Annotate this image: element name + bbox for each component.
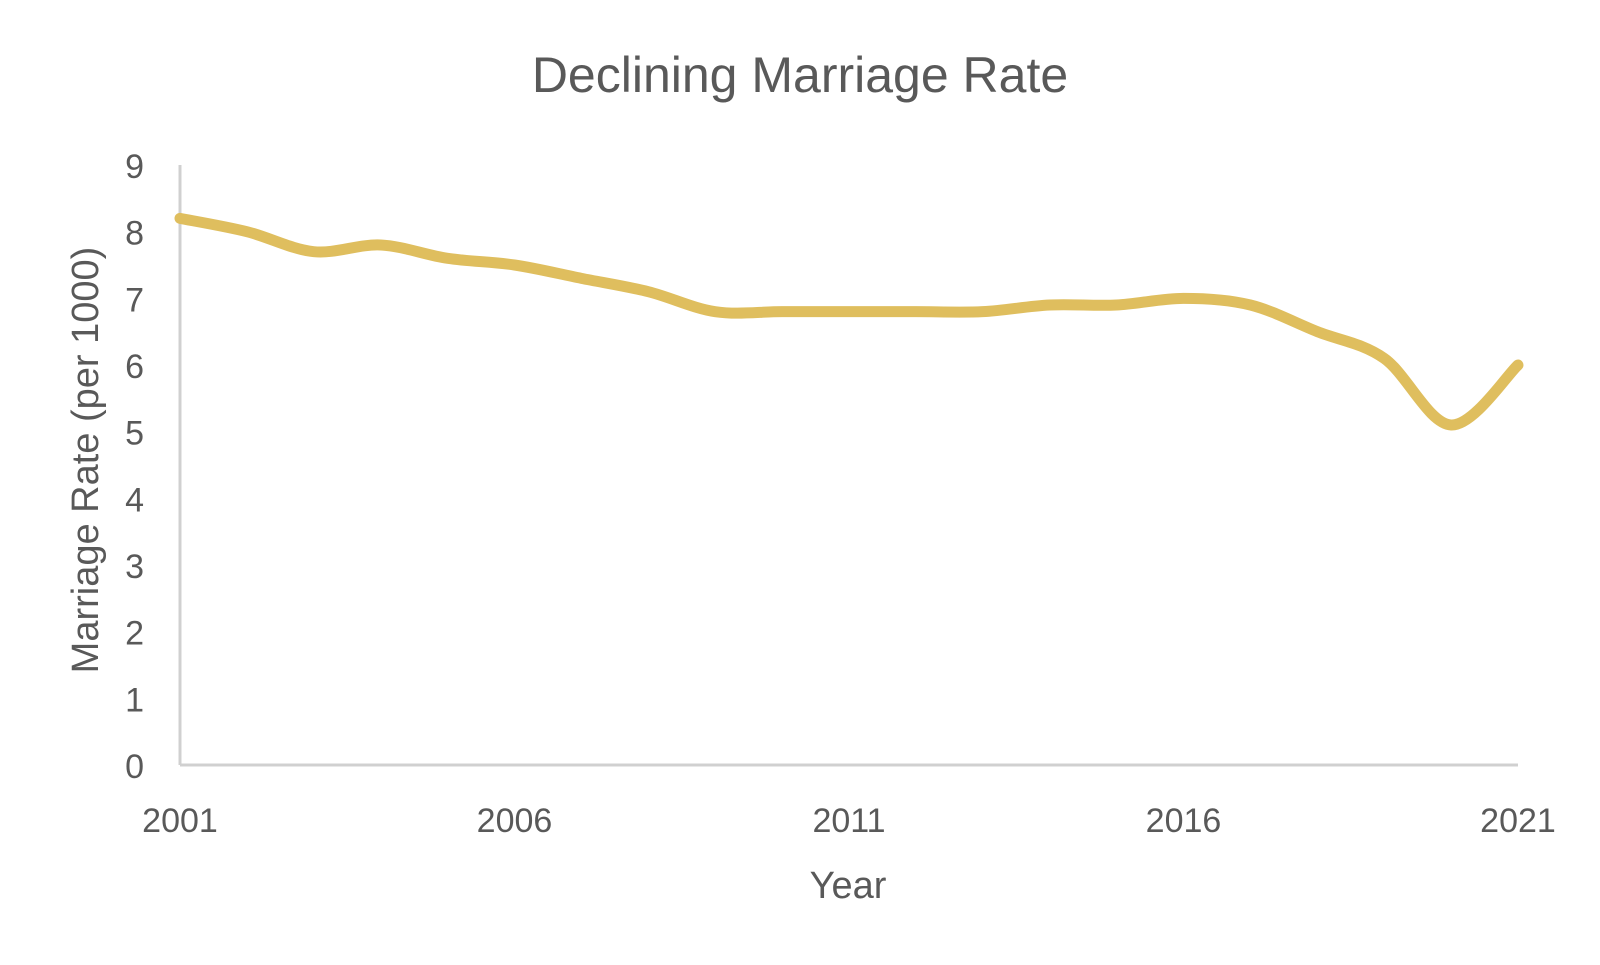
- x-axis-label: Year: [810, 865, 887, 907]
- axes: [178, 165, 1518, 767]
- y-tick-label: 1: [125, 681, 144, 719]
- x-tick-label: 2011: [812, 802, 885, 840]
- y-axis-label: Marriage Rate (per 1000): [65, 247, 107, 674]
- x-tick-labels: 2001 2006 2011 2016 2021: [142, 802, 1556, 840]
- y-tick-label: 2: [125, 615, 144, 653]
- x-tick-label: 2021: [1480, 802, 1556, 840]
- y-tick-label: 6: [125, 348, 144, 386]
- y-tick-label: 3: [125, 548, 144, 586]
- x-tick-label: 2006: [477, 802, 553, 840]
- x-tick-label: 2001: [142, 802, 218, 840]
- series-layer: [174, 212, 1524, 431]
- y-tick-label: 5: [125, 415, 144, 453]
- chart-title: Declining Marriage Rate: [532, 47, 1068, 103]
- y-tick-label: 4: [125, 481, 144, 519]
- y-tick-label: 8: [125, 215, 144, 253]
- series-line: [174, 212, 1524, 431]
- y-tick-label: 7: [125, 281, 144, 319]
- y-tick-label: 0: [125, 748, 144, 786]
- y-tick-label: 9: [125, 148, 144, 186]
- y-tick-labels: 0 1 2 3 4 5 6 7 8 9: [125, 148, 144, 786]
- x-tick-label: 2016: [1146, 802, 1222, 840]
